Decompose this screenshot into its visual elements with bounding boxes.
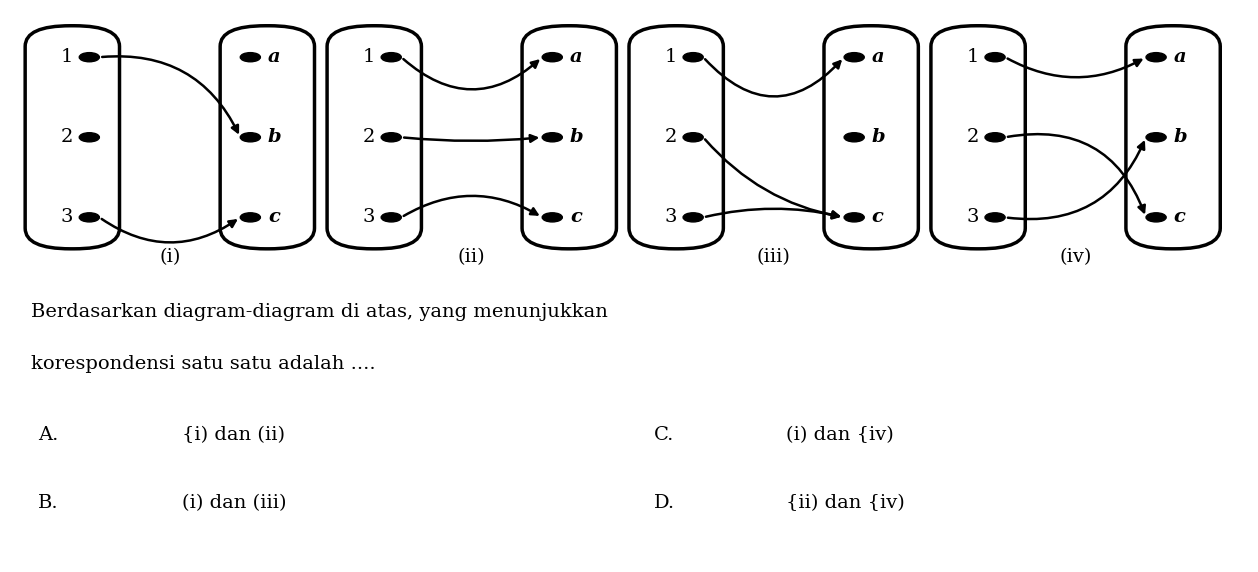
- FancyArrowPatch shape: [404, 135, 537, 142]
- FancyArrowPatch shape: [704, 59, 840, 97]
- Text: b: b: [872, 128, 886, 146]
- Text: 3: 3: [966, 208, 979, 227]
- Circle shape: [1146, 213, 1166, 222]
- Text: (i): (i): [160, 248, 180, 267]
- Text: a: a: [268, 48, 281, 66]
- Text: 2: 2: [362, 128, 375, 146]
- Text: {ii) dan {iv): {ii) dan {iv): [786, 494, 905, 513]
- Circle shape: [542, 213, 562, 222]
- Text: a: a: [1174, 48, 1186, 66]
- Text: c: c: [1174, 208, 1185, 227]
- Circle shape: [985, 53, 1005, 62]
- FancyBboxPatch shape: [629, 26, 723, 249]
- Circle shape: [240, 53, 260, 62]
- FancyArrowPatch shape: [1008, 58, 1141, 77]
- Circle shape: [683, 53, 703, 62]
- Text: b: b: [1174, 128, 1188, 146]
- Circle shape: [844, 133, 864, 142]
- Text: 1: 1: [362, 48, 375, 66]
- Circle shape: [79, 53, 99, 62]
- Circle shape: [381, 213, 401, 222]
- Circle shape: [985, 133, 1005, 142]
- Circle shape: [1146, 53, 1166, 62]
- Text: 2: 2: [966, 128, 979, 146]
- FancyBboxPatch shape: [220, 26, 314, 249]
- Text: a: a: [872, 48, 884, 66]
- Text: 3: 3: [664, 208, 677, 227]
- Text: 2: 2: [60, 128, 73, 146]
- FancyArrowPatch shape: [404, 59, 538, 89]
- Text: 3: 3: [362, 208, 375, 227]
- Text: 3: 3: [60, 208, 73, 227]
- Text: 1: 1: [664, 48, 677, 66]
- FancyBboxPatch shape: [824, 26, 918, 249]
- Circle shape: [240, 213, 260, 222]
- FancyArrowPatch shape: [102, 219, 235, 243]
- Text: a: a: [570, 48, 582, 66]
- Circle shape: [542, 133, 562, 142]
- Circle shape: [683, 213, 703, 222]
- Text: c: c: [570, 208, 581, 227]
- Text: b: b: [268, 128, 282, 146]
- Text: c: c: [268, 208, 279, 227]
- Text: (i) dan {iv): (i) dan {iv): [786, 426, 894, 444]
- Text: (ii): (ii): [458, 248, 486, 267]
- Circle shape: [79, 213, 99, 222]
- FancyArrowPatch shape: [404, 196, 537, 216]
- Circle shape: [240, 133, 260, 142]
- Text: D.: D.: [654, 494, 676, 513]
- Text: A.: A.: [38, 426, 58, 444]
- FancyArrowPatch shape: [102, 56, 238, 132]
- FancyBboxPatch shape: [25, 26, 120, 249]
- FancyArrowPatch shape: [704, 140, 839, 219]
- FancyBboxPatch shape: [522, 26, 616, 249]
- Text: C.: C.: [654, 426, 674, 444]
- Text: (iii): (iii): [757, 248, 790, 267]
- Circle shape: [542, 53, 562, 62]
- Circle shape: [381, 53, 401, 62]
- Text: 1: 1: [966, 48, 979, 66]
- Text: 1: 1: [60, 48, 73, 66]
- FancyBboxPatch shape: [931, 26, 1025, 249]
- Circle shape: [381, 133, 401, 142]
- Circle shape: [844, 213, 864, 222]
- FancyArrowPatch shape: [706, 209, 839, 218]
- Text: 2: 2: [664, 128, 677, 146]
- Text: (iv): (iv): [1059, 248, 1092, 267]
- Circle shape: [79, 133, 99, 142]
- Circle shape: [1146, 133, 1166, 142]
- Circle shape: [844, 53, 864, 62]
- Text: Berdasarkan diagram-diagram di atas, yang menunjukkan: Berdasarkan diagram-diagram di atas, yan…: [31, 303, 609, 321]
- Text: (i) dan (iii): (i) dan (iii): [182, 494, 287, 513]
- FancyArrowPatch shape: [1008, 134, 1145, 212]
- Text: c: c: [872, 208, 883, 227]
- Circle shape: [985, 213, 1005, 222]
- FancyArrowPatch shape: [1008, 142, 1144, 219]
- FancyBboxPatch shape: [1126, 26, 1220, 249]
- Circle shape: [683, 133, 703, 142]
- Text: B.: B.: [38, 494, 58, 513]
- Text: korespondensi satu satu adalah ....: korespondensi satu satu adalah ....: [31, 355, 376, 372]
- Text: {i) dan (ii): {i) dan (ii): [182, 426, 286, 444]
- FancyBboxPatch shape: [327, 26, 421, 249]
- Text: b: b: [570, 128, 584, 146]
